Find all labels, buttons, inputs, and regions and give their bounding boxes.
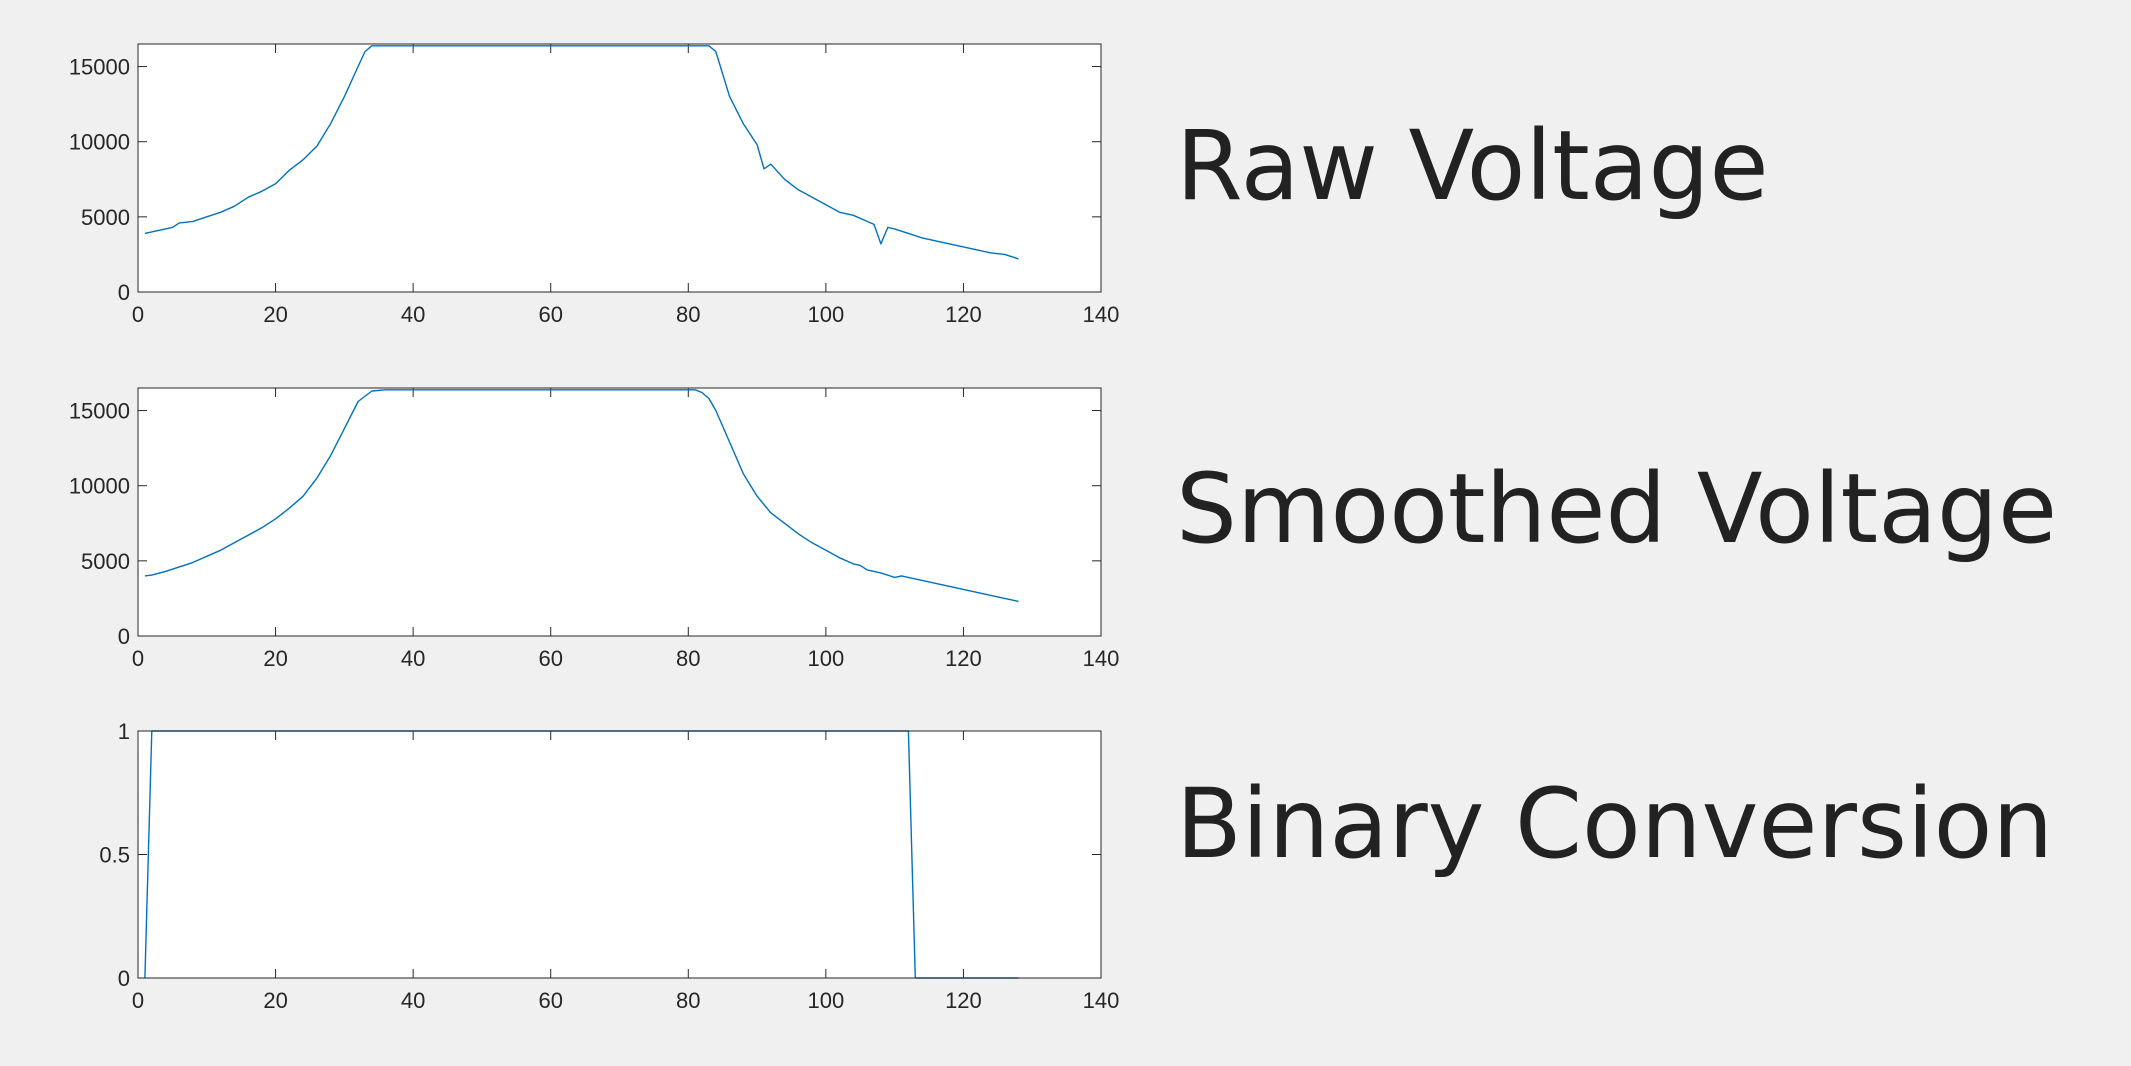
smoothed-voltage-series-line-0 <box>144 389 1019 603</box>
raw-voltage-xtick-label-4: 80 <box>676 302 700 327</box>
smoothed-voltage-axes-frame <box>137 387 1102 637</box>
smoothed-voltage-xtick-label-4: 80 <box>676 646 700 671</box>
binary-conversion-plot-area <box>138 731 1101 978</box>
raw-voltage-title: Raw Voltage <box>1176 110 1769 222</box>
smoothed-voltage-axes: 0 20 40 60 80 100 120 140 0 5000 10000 15000 <box>69 387 1120 671</box>
smoothed-voltage-xtick-label-3: 60 <box>538 646 562 671</box>
raw-voltage-axes-frame <box>137 43 1102 293</box>
binary-conversion-xtick-label-1: 20 <box>263 988 287 1013</box>
raw-voltage-xtick-label-0: 0 <box>132 302 144 327</box>
smoothed-voltage-xtick-label-1: 20 <box>263 646 287 671</box>
raw-voltage-xtick-label-7: 140 <box>1083 302 1120 327</box>
binary-conversion-ytick-label-1: 0.5 <box>99 843 130 868</box>
raw-voltage-ytick-label-3: 15000 <box>69 55 130 80</box>
raw-voltage-xtick-label-2: 40 <box>401 302 425 327</box>
smoothed-voltage-xtick-label-2: 40 <box>401 646 425 671</box>
binary-conversion-xtick-label-7: 140 <box>1083 988 1120 1013</box>
raw-voltage-xtick-label-3: 60 <box>538 302 562 327</box>
smoothed-voltage-xtick-label-5: 100 <box>807 646 844 671</box>
binary-conversion-xtick-label-0: 0 <box>132 988 144 1013</box>
raw-voltage-xtick-label-6: 120 <box>945 302 982 327</box>
binary-conversion-xtick-label-4: 80 <box>676 988 700 1013</box>
binary-conversion-ytick-label-0: 0 <box>118 966 130 991</box>
binary-conversion-xtick-label-3: 60 <box>538 988 562 1013</box>
binary-conversion-axes-frame <box>137 730 1102 979</box>
smoothed-voltage-ytick-label-0: 0 <box>118 624 130 649</box>
raw-voltage-ytick-label-2: 10000 <box>69 130 130 155</box>
smoothed-voltage-xtick-label-7: 140 <box>1083 646 1120 671</box>
raw-voltage-ytick-label-0: 0 <box>118 280 130 305</box>
raw-voltage-xtick-label-5: 100 <box>807 302 844 327</box>
smoothed-voltage-xtick-label-6: 120 <box>945 646 982 671</box>
smoothed-voltage-ytick-label-2: 10000 <box>69 474 130 499</box>
raw-voltage-axes: 0 20 40 60 80 100 120 140 0 5000 10000 15000 <box>69 43 1120 327</box>
binary-conversion-xtick-label-5: 100 <box>807 988 844 1013</box>
binary-conversion-axes: 0 20 40 60 80 100 120 140 0 0.5 1 <box>99 719 1119 1013</box>
smoothed-voltage-plot-area <box>138 388 1101 636</box>
binary-conversion-xtick-label-2: 40 <box>401 988 425 1013</box>
binary-conversion-ytick-label-2: 1 <box>118 719 130 744</box>
binary-conversion-xtick-label-6: 120 <box>945 988 982 1013</box>
smoothed-voltage-ytick-label-1: 5000 <box>81 549 130 574</box>
binary-conversion-title: Binary Conversion <box>1176 768 2054 880</box>
smoothed-voltage-title: Smoothed Voltage <box>1176 453 2058 565</box>
raw-voltage-series-line-0 <box>144 45 1019 260</box>
smoothed-voltage-ytick-label-3: 15000 <box>69 399 130 424</box>
smoothed-voltage-xtick-label-0: 0 <box>132 646 144 671</box>
raw-voltage-plot-area <box>138 44 1101 292</box>
raw-voltage-ytick-label-1: 5000 <box>81 205 130 230</box>
raw-voltage-xtick-label-1: 20 <box>263 302 287 327</box>
